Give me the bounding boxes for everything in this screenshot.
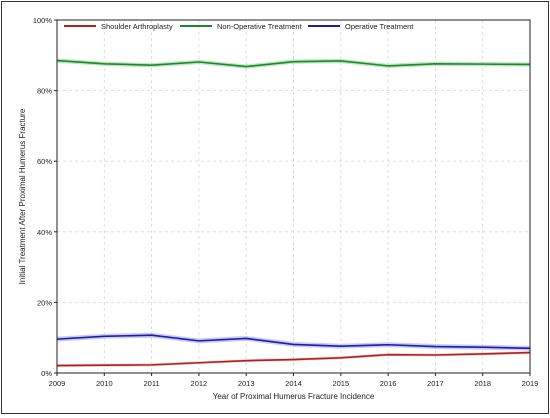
y-axis-label: Initial Treatment After Proximal Humerus… bbox=[18, 108, 27, 284]
x-tick-label: 2014 bbox=[285, 379, 302, 388]
legend-label: Operative Treatment bbox=[345, 22, 414, 31]
grid bbox=[57, 20, 530, 373]
x-tick-label: 2016 bbox=[380, 379, 397, 388]
series-line bbox=[56, 351, 531, 367]
x-tick-label: 2010 bbox=[96, 379, 113, 388]
y-tick-label: 20% bbox=[37, 298, 52, 307]
y-tick-label: 40% bbox=[37, 228, 52, 237]
line-chart: 0%20%40%60%80%100% 2009 2010 2011 2012 2013 2… bbox=[18, 16, 539, 401]
x-tick-label: 2011 bbox=[144, 379, 160, 388]
x-axis-ticks: 2009 2010 2011 2012 2013 2014 2015 2016 2017 2018… bbox=[49, 373, 539, 388]
x-tick-label: 2015 bbox=[332, 379, 349, 388]
y-tick-label: 100% bbox=[33, 16, 53, 25]
y-tick-label: 60% bbox=[37, 157, 52, 166]
legend-label: Non-Operative Treatment bbox=[217, 22, 303, 31]
legend: Shoulder Arthroplasty Non-Operative Treat… bbox=[64, 22, 414, 31]
series-line bbox=[56, 59, 531, 68]
series-line bbox=[56, 334, 531, 350]
x-tick-label: 2009 bbox=[49, 379, 66, 388]
x-tick-label: 2013 bbox=[238, 379, 255, 388]
confidence-band bbox=[57, 58, 530, 69]
y-tick-label: 80% bbox=[37, 87, 52, 96]
legend-label: Shoulder Arthroplasty bbox=[101, 22, 173, 31]
x-axis-label: Year of Proximal Humerus Fracture Incide… bbox=[213, 392, 375, 401]
series-lines bbox=[56, 59, 531, 367]
y-tick-label: 0% bbox=[41, 369, 52, 378]
x-tick-label: 2012 bbox=[191, 379, 208, 388]
x-tick-label: 2019 bbox=[522, 379, 539, 388]
x-tick-label: 2017 bbox=[427, 379, 444, 388]
y-axis-ticks: 0% 20% 40% 60% 80% 100% bbox=[33, 16, 57, 378]
x-tick-label: 2018 bbox=[474, 379, 491, 388]
